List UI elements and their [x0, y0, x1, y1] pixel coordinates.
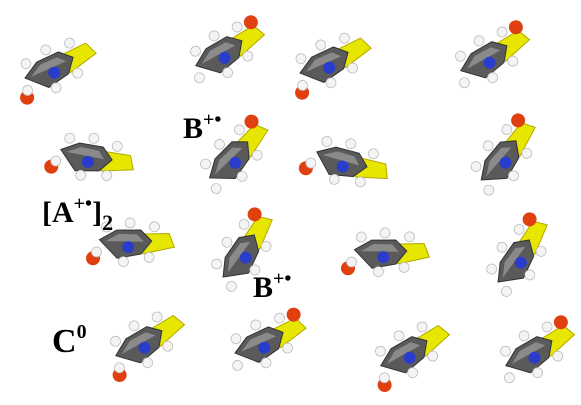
hydrogen-atom: [198, 157, 212, 171]
molecule: [297, 131, 393, 194]
molecule: [488, 306, 581, 395]
molecule: [93, 298, 193, 388]
hydrogen-atom: [500, 285, 514, 299]
hydrogen-atom: [482, 183, 496, 197]
hydrogen-atom: [118, 256, 129, 267]
hydrogen-atom: [50, 156, 61, 167]
hydrogen-atom: [249, 318, 263, 332]
hydrogen-atom: [189, 44, 203, 58]
molecule: [443, 11, 541, 100]
hydrogen-atom: [373, 266, 384, 277]
hydrogen-atom: [273, 311, 287, 325]
hydrogen-atom: [112, 141, 123, 152]
label-base: B: [253, 271, 273, 304]
hydrogen-atom: [64, 133, 75, 144]
molecule: [477, 206, 562, 304]
hydrogen-atom: [346, 257, 357, 268]
hydrogen-atom: [399, 262, 410, 273]
hydrogen-atom: [368, 148, 380, 160]
hydrogen-atom: [63, 36, 77, 50]
hydrogen-atom: [109, 334, 123, 348]
hydrogen-atom: [502, 371, 516, 385]
hydrogen-atom: [231, 359, 245, 373]
hydrogen-atom: [321, 136, 333, 148]
label-sup: +•: [203, 109, 221, 131]
hydrogen-atom: [338, 31, 352, 45]
hydrogen-atom: [88, 133, 99, 144]
label-base: B: [183, 112, 203, 145]
molecule: [178, 6, 276, 95]
hydrogen-atom: [210, 257, 224, 271]
molecule: [461, 106, 550, 204]
hydrogen-atom: [469, 160, 483, 174]
crystal-packing-figure: B+• [A+•]2 B+• C0: [0, 0, 581, 405]
molecule: [3, 25, 104, 111]
hydrogen-atom: [404, 231, 415, 242]
hydrogen-atom: [39, 43, 53, 57]
label-sup: +•: [74, 193, 92, 215]
label-b-mid: B+•: [253, 268, 291, 304]
hydrogen-atom: [380, 227, 391, 238]
hydrogen-atom: [294, 52, 308, 66]
hydrogen-atom: [356, 232, 367, 243]
hydrogen-atom: [314, 38, 328, 52]
label-base: C: [52, 323, 77, 360]
molecule: [278, 20, 379, 106]
hydrogen-atom: [101, 170, 112, 181]
hydrogen-atom: [374, 344, 388, 358]
molecule: [358, 308, 458, 398]
label-sup: +•: [273, 268, 291, 290]
hydrogen-atom: [75, 170, 86, 181]
label-base: [A: [42, 196, 74, 229]
hydrogen-atom: [91, 247, 102, 258]
hydrogen-atom: [454, 49, 468, 63]
molecule: [338, 224, 431, 280]
hydrogen-atom: [192, 71, 206, 85]
label-sup: 0: [77, 321, 87, 343]
hydrogen-atom: [144, 252, 155, 263]
hydrogen-atom: [499, 344, 513, 358]
oxygen-atom: [284, 305, 303, 324]
hydrogen-atom: [125, 217, 136, 228]
label-a-dimer: [A+•]2: [42, 193, 113, 235]
molecule: [218, 298, 316, 383]
label-c: C0: [52, 321, 87, 360]
hydrogen-atom: [345, 138, 357, 150]
hydrogen-atom: [457, 76, 471, 90]
label-sub: 2: [102, 210, 113, 235]
hydrogen-atom: [19, 57, 33, 71]
label-b-top: B+•: [183, 109, 221, 145]
hydrogen-atom: [485, 262, 499, 276]
label-close: ]: [92, 196, 102, 229]
molecule: [43, 129, 136, 185]
hydrogen-atom: [209, 182, 223, 196]
hydrogen-atom: [149, 221, 160, 232]
hydrogen-atom: [229, 332, 243, 346]
hydrogen-atom: [225, 280, 239, 294]
